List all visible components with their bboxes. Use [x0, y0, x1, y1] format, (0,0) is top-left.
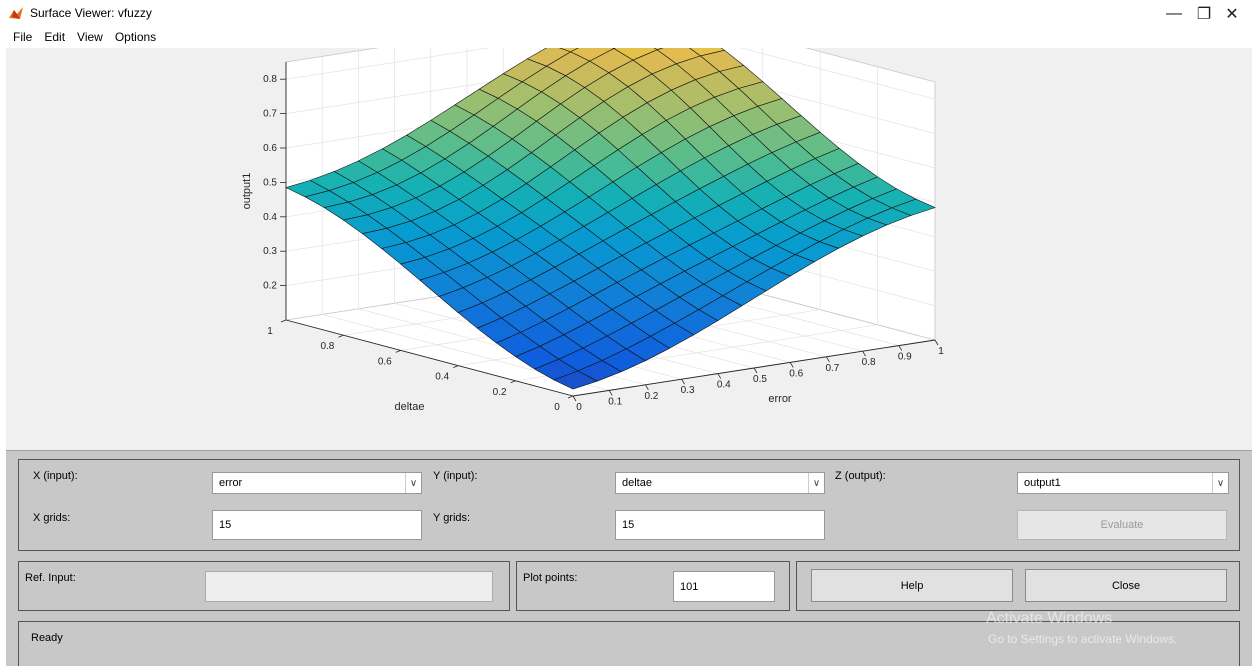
y-grids-label: Y grids: [433, 512, 471, 524]
z-tick-label: 0.4 [263, 212, 277, 223]
minimize-icon: — [1166, 5, 1182, 22]
ref-input-panel: Ref. Input: [18, 561, 510, 611]
y-tick-mark [453, 365, 459, 368]
z-tick-label: 0.7 [263, 109, 277, 120]
ref-input-label: Ref. Input: [25, 572, 76, 584]
y-input-value: deltae [622, 477, 652, 489]
surface-mesh [285, 48, 936, 390]
close-window-button[interactable]: ✕ [1212, 0, 1252, 28]
x-grids-label: X grids: [33, 512, 71, 524]
x-tick-label: 0.6 [789, 368, 803, 379]
menu-bar: File Edit View Options [0, 28, 1252, 48]
ref-input-field[interactable] [205, 571, 493, 602]
action-buttons-panel: Help Close [796, 561, 1240, 611]
y-tick-mark [395, 350, 401, 353]
chevron-down-icon: ∨ [405, 473, 421, 493]
x-tick-mark [862, 350, 866, 357]
window-title: Surface Viewer: vfuzzy [30, 6, 152, 20]
grid-line-z [285, 48, 936, 100]
x-input-value: error [219, 477, 243, 489]
x-tick-mark [789, 362, 794, 368]
menu-view[interactable]: View [77, 30, 103, 44]
x-input-select[interactable]: error ∨ [212, 472, 422, 494]
help-button[interactable]: Help [811, 569, 1013, 602]
y-tick-mark [338, 334, 344, 338]
y-input-label: Y (input): [433, 470, 478, 482]
x-tick-label: 0 [576, 402, 582, 413]
z-axis-label: output1 [241, 173, 253, 210]
x-tick-label: 0.3 [681, 385, 695, 396]
y-axis-line [285, 319, 574, 397]
x-input-label: X (input): [33, 470, 78, 482]
y-tick-mark [567, 395, 574, 399]
y-grids-input[interactable]: 15 [615, 510, 825, 540]
x-axis-label: error [768, 393, 792, 405]
z-tick-label: 0.8 [263, 74, 277, 85]
surface-patch [558, 48, 579, 53]
y-tick-mark [510, 380, 516, 384]
evaluate-button[interactable]: Evaluate [1017, 510, 1227, 540]
y-tick-label: 0 [554, 402, 560, 413]
y-tick-label: 0.4 [435, 372, 449, 383]
y-tick-label: 0.6 [378, 356, 392, 367]
x-tick-mark [826, 356, 830, 363]
x-tick-mark [572, 395, 577, 402]
x-tick-label: 0.9 [898, 352, 912, 363]
x-tick-label: 0.4 [717, 380, 731, 391]
x-tick-mark [645, 384, 649, 391]
minimize-button[interactable]: — [1154, 0, 1194, 28]
x-tick-mark [608, 390, 613, 396]
menu-edit[interactable]: Edit [44, 30, 66, 44]
menu-options[interactable]: Options [114, 30, 157, 44]
z-output-select[interactable]: output1 ∨ [1017, 472, 1229, 494]
status-text: Ready [31, 632, 63, 644]
x-tick-mark [753, 367, 758, 374]
y-axis-label: deltae [395, 401, 425, 413]
x-tick-label: 0.2 [644, 391, 658, 402]
plot-points-input[interactable]: 101 [673, 571, 775, 602]
x-tick-label: 0.1 [608, 396, 622, 407]
control-area: X (input): error ∨ Y (input): deltae ∨ Z… [6, 450, 1252, 666]
x-tick-label: 0.5 [753, 374, 767, 385]
z-tick-label: 0.3 [263, 246, 277, 257]
z-output-value: output1 [1024, 477, 1061, 489]
x-tick-mark [717, 373, 722, 379]
close-button[interactable]: Close [1025, 569, 1227, 602]
menu-file[interactable]: File [13, 30, 33, 44]
x-grids-input[interactable]: 15 [212, 510, 422, 540]
x-tick-label: 0.8 [862, 357, 876, 368]
restore-icon: ❐ [1196, 6, 1212, 23]
z-output-label: Z (output): [835, 470, 886, 482]
plot-points-panel: Plot points: 101 [516, 561, 790, 611]
close-icon: ✕ [1225, 6, 1239, 23]
z-tick-label: 0.2 [263, 281, 277, 292]
y-tick-mark [280, 319, 287, 323]
chevron-down-icon: ∨ [1212, 473, 1228, 493]
y-tick-label: 0.8 [320, 341, 334, 352]
restore-button[interactable]: ❐ [1184, 0, 1224, 28]
x-tick-label: 0.7 [825, 363, 839, 374]
y-input-select[interactable]: deltae ∨ [615, 472, 825, 494]
title-bar: Surface Viewer: vfuzzy — ❐ ✕ [0, 0, 1252, 28]
z-tick-label: 0.5 [263, 177, 277, 188]
surface-patch [553, 370, 598, 390]
y-tick-label: 1 [267, 326, 273, 337]
activate-windows-watermark: Activate Windows [986, 610, 1113, 627]
x-tick-label: 1 [938, 346, 944, 357]
activate-windows-subtext: Go to Settings to activate Windows. [988, 632, 1178, 646]
matlab-app-icon [9, 7, 23, 19]
axes-config-panel: X (input): error ∨ Y (input): deltae ∨ Z… [18, 459, 1240, 551]
surface-plot[interactable]: 0 0.1 0.2 0.3 0.4 0.5 0.6 0.7 0.8 0.9 1 0 0.2 0.4 0.6 0… [6, 48, 1252, 450]
chevron-down-icon: ∨ [808, 473, 824, 493]
z-tick-label: 0.6 [263, 143, 277, 154]
status-panel: Ready [18, 621, 1240, 666]
plot-area[interactable]: 0 0.1 0.2 0.3 0.4 0.5 0.6 0.7 0.8 0.9 1 0 0.2 0.4 0.6 0… [6, 48, 1252, 450]
x-tick-mark [898, 345, 903, 351]
y-tick-label: 0.2 [493, 387, 507, 398]
x-tick-mark [934, 339, 939, 346]
x-tick-mark [681, 378, 685, 385]
plot-points-label: Plot points: [523, 572, 578, 584]
